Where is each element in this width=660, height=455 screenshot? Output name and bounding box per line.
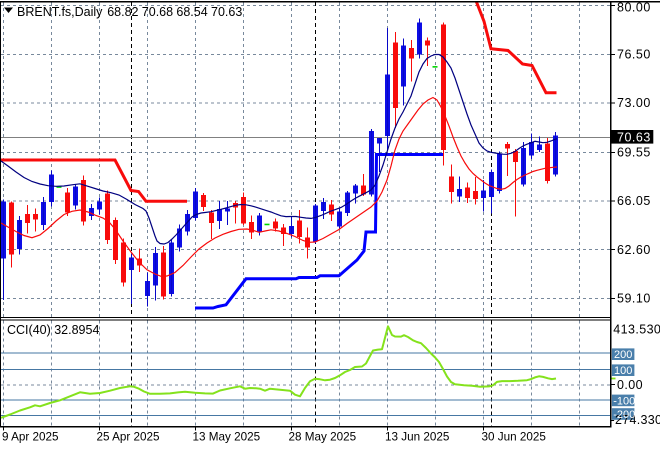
svg-text:70.63: 70.63 (211, 5, 242, 19)
svg-text:80.00: 80.00 (617, 0, 651, 14)
svg-text:25 Apr 2025: 25 Apr 2025 (97, 430, 161, 443)
svg-text:66.05: 66.05 (617, 194, 651, 208)
svg-text:0.00: 0.00 (617, 378, 643, 392)
svg-text:76.50: 76.50 (617, 48, 651, 62)
svg-text:200: 200 (614, 349, 632, 361)
svg-text:30 Jun 2025: 30 Jun 2025 (482, 430, 547, 443)
svg-text:100: 100 (614, 365, 632, 377)
svg-text:9 Apr 2025: 9 Apr 2025 (2, 430, 59, 443)
svg-text:69.55: 69.55 (617, 146, 651, 160)
svg-text:68.54: 68.54 (176, 5, 207, 19)
svg-text:13 May 2025: 13 May 2025 (193, 430, 261, 443)
svg-text:68.82: 68.82 (107, 5, 138, 19)
svg-text:28 May 2025: 28 May 2025 (289, 430, 357, 443)
svg-text:70.68: 70.68 (142, 5, 173, 19)
svg-text:413.530: 413.530 (613, 323, 660, 337)
svg-text:-200: -200 (613, 409, 635, 421)
svg-text:73.00: 73.00 (617, 96, 651, 110)
svg-text:13 Jun 2025: 13 Jun 2025 (385, 430, 450, 443)
svg-text:BRENT.fs,Daily: BRENT.fs,Daily (17, 5, 103, 19)
svg-text:CCI(40) 32.8954: CCI(40) 32.8954 (7, 323, 99, 337)
svg-text:70.63: 70.63 (617, 131, 651, 145)
svg-text:-100: -100 (613, 395, 635, 407)
svg-text:62.60: 62.60 (617, 243, 651, 257)
svg-text:59.10: 59.10 (617, 291, 651, 305)
